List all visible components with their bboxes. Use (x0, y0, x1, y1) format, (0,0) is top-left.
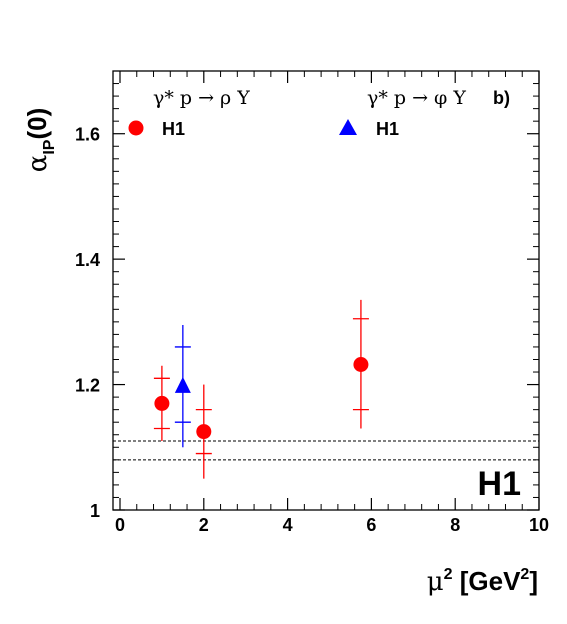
plot-frame (112, 70, 540, 511)
legend-rho-entry: H1 (162, 119, 185, 139)
y-tick-label: 1 (90, 501, 100, 521)
circle-marker (154, 395, 170, 411)
x-axis-title: μ2 [GeV2] (427, 566, 538, 597)
x-tick-label: 10 (529, 515, 549, 535)
svg-text:αIP(0): αIP(0) (22, 108, 58, 172)
y-axis-subscript: IP (41, 139, 58, 154)
legend-phi-reaction: γ* p → φ Y (367, 87, 466, 109)
data-point-rho (153, 365, 170, 442)
x-axis-unit-close: ] (529, 566, 538, 596)
y-axis-alpha: α (23, 155, 53, 173)
data-marks (153, 299, 369, 479)
data-point-rho (352, 299, 369, 429)
circle-marker (196, 424, 212, 440)
circle-marker (353, 357, 369, 373)
experiment-mark: H1 (478, 465, 521, 503)
legend-phi-marker (339, 119, 357, 135)
x-tick-label: 8 (450, 515, 460, 535)
panel-label: b) (493, 88, 510, 108)
reference-lines (113, 440, 539, 461)
x-tick-label: 4 (283, 515, 293, 535)
x-axis-unit-open: [GeV (453, 566, 522, 596)
y-axis-argument: (0) (22, 108, 52, 140)
x-tick-label: 0 (115, 515, 125, 535)
legend-rho-marker (128, 120, 144, 136)
y-tick-label: 1.2 (75, 376, 100, 396)
x-axis-mu: μ (427, 567, 444, 597)
y-tick-label: 1.4 (75, 250, 100, 270)
legend: γ* p → ρ Y γ* p → φ Y b) H1 H1 (128, 87, 510, 139)
x-axis-mu-exponent: 2 (444, 566, 453, 583)
y-axis-title: αIP(0) (22, 108, 58, 172)
legend-phi-entry: H1 (376, 119, 399, 139)
x-tick-label: 2 (199, 515, 209, 535)
triangle-marker (174, 376, 191, 393)
y-tick-label: 1.6 (75, 125, 100, 145)
axis-ticks: 0 2 4 6 8 10 1 1.2 1.4 1.6 (75, 70, 549, 535)
legend-rho-reaction: γ* p → ρ Y (153, 87, 250, 109)
data-point-rho (195, 384, 212, 479)
data-point-phi (174, 324, 191, 448)
x-axis-unit-exponent: 2 (520, 566, 529, 583)
x-tick-label: 6 (366, 515, 376, 535)
